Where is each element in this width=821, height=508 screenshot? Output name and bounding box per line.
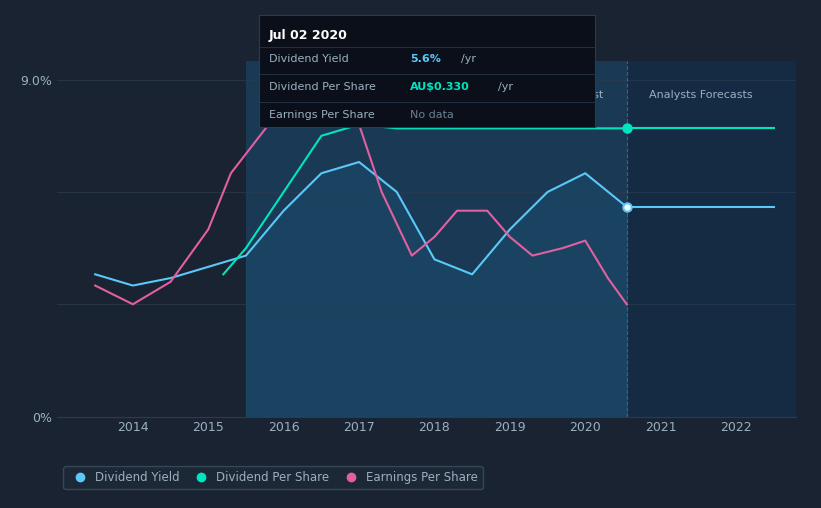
Text: Past: Past (580, 89, 604, 100)
Bar (626, 61, 796, 417)
Bar (246, 61, 626, 417)
Text: Dividend Per Share: Dividend Per Share (268, 82, 375, 92)
Text: Analysts Forecasts: Analysts Forecasts (649, 89, 753, 100)
Text: No data: No data (410, 110, 454, 120)
Text: Dividend Yield: Dividend Yield (268, 54, 348, 65)
Legend: Dividend Yield, Dividend Per Share, Earnings Per Share: Dividend Yield, Dividend Per Share, Earn… (63, 466, 483, 489)
Text: Earnings Per Share: Earnings Per Share (268, 110, 374, 120)
Text: /yr: /yr (498, 82, 512, 92)
Text: Jul 02 2020: Jul 02 2020 (268, 28, 347, 42)
Text: /yr: /yr (461, 54, 475, 65)
Text: 5.6%: 5.6% (410, 54, 441, 65)
Text: AU$0.330: AU$0.330 (410, 82, 470, 92)
